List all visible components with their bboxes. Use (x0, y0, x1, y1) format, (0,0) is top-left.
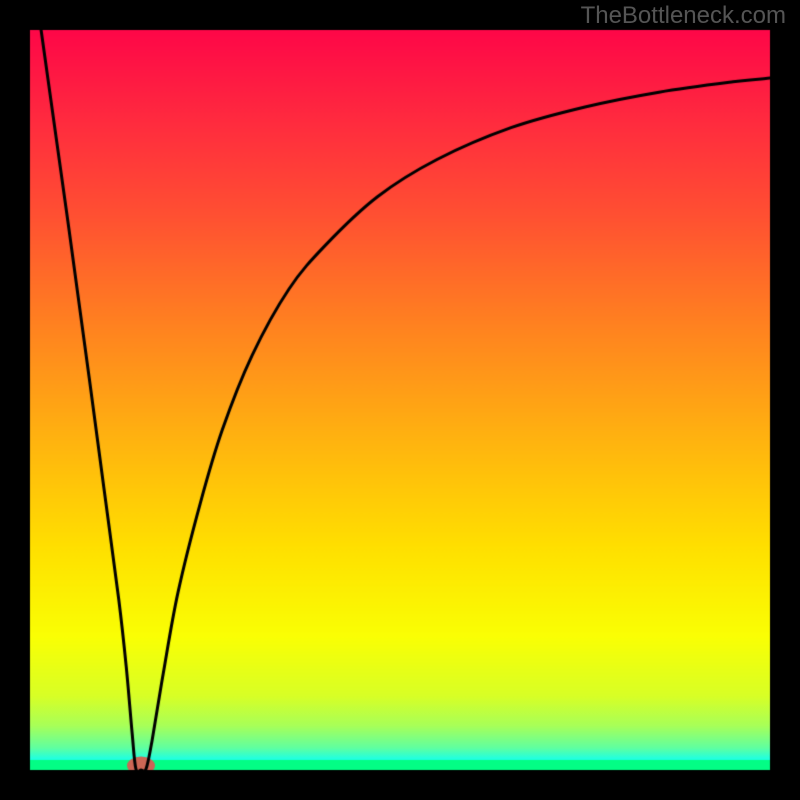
bottleneck-curve-chart (0, 0, 800, 800)
chart-stage: { "canvas": { "width": 800, "height": 80… (0, 0, 800, 800)
watermark-text: TheBottleneck.com (581, 2, 786, 30)
